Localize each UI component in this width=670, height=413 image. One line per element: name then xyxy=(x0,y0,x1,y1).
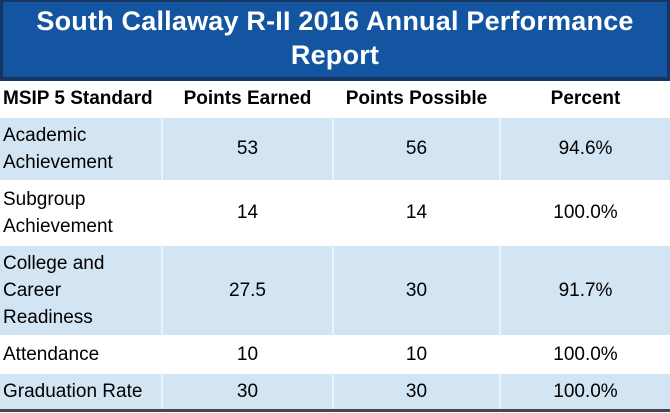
standard-cell: Academic Achievement xyxy=(0,116,162,181)
table-row-subgroup-achievement: Subgroup Achievement 14 14 100.0% xyxy=(0,180,670,245)
total-label: Total xyxy=(0,409,162,413)
column-header-percent: Percent xyxy=(499,81,670,117)
percent-cell: 100.0% xyxy=(499,180,670,245)
total-points-earned: 134.5 xyxy=(161,409,333,413)
standard-cell: Attendance xyxy=(0,335,162,373)
table-header-row: MSIP 5 Standard Points Earned Points Pos… xyxy=(0,81,670,117)
column-header-standard: MSIP 5 Standard xyxy=(0,81,162,117)
table-row-college-career-readiness: College and Career Readiness 27.5 30 91.… xyxy=(0,244,670,336)
standard-cell: College and Career Readiness xyxy=(0,244,162,336)
table-row-total: Total 134.5 140 96.1% xyxy=(0,409,670,413)
performance-table: MSIP 5 Standard Points Earned Points Pos… xyxy=(0,81,670,413)
points-possible-cell: 10 xyxy=(332,335,500,373)
page-title: South Callaway R-II 2016 Annual Performa… xyxy=(36,5,634,70)
points-possible-cell: 14 xyxy=(332,180,500,245)
points-earned-cell: 53 xyxy=(161,116,333,181)
column-header-points-earned: Points Earned xyxy=(161,81,333,117)
standard-cell: Graduation Rate xyxy=(0,372,162,411)
points-possible-cell: 30 xyxy=(332,372,500,411)
points-earned-cell: 30 xyxy=(161,372,333,411)
table-row-academic-achievement: Academic Achievement 53 56 94.6% xyxy=(0,116,670,181)
table-row-attendance: Attendance 10 10 100.0% xyxy=(0,335,670,373)
points-earned-cell: 27.5 xyxy=(161,244,333,336)
total-points-possible: 140 xyxy=(332,409,500,413)
points-earned-cell: 14 xyxy=(161,180,333,245)
percent-cell: 100.0% xyxy=(499,335,670,373)
points-possible-cell: 30 xyxy=(332,244,500,336)
percent-cell: 94.6% xyxy=(499,116,670,181)
points-possible-cell: 56 xyxy=(332,116,500,181)
column-header-points-possible: Points Possible xyxy=(332,81,500,117)
percent-cell: 91.7% xyxy=(499,244,670,336)
title-band: South Callaway R-II 2016 Annual Performa… xyxy=(0,0,670,81)
table-row-graduation-rate: Graduation Rate 30 30 100.0% xyxy=(0,372,670,411)
percent-cell: 100.0% xyxy=(499,372,670,411)
total-percent: 96.1% xyxy=(499,409,670,413)
points-earned-cell: 10 xyxy=(161,335,333,373)
standard-cell: Subgroup Achievement xyxy=(0,180,162,245)
